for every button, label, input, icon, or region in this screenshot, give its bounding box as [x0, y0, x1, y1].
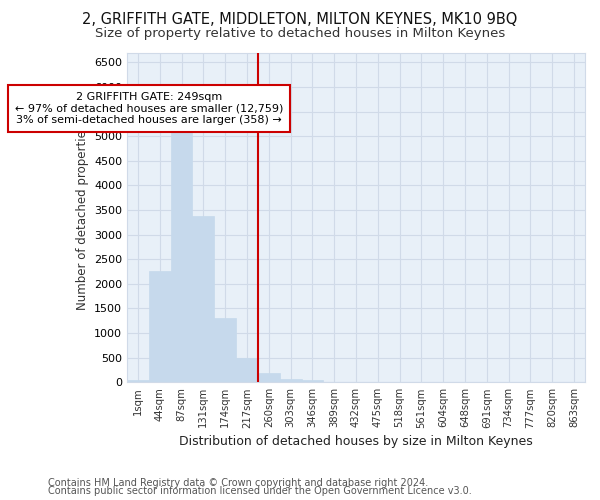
Bar	[149, 270, 170, 382]
Text: Contains HM Land Registry data © Crown copyright and database right 2024.: Contains HM Land Registry data © Crown c…	[48, 478, 428, 488]
Bar	[193, 216, 214, 382]
Y-axis label: Number of detached properties: Number of detached properties	[76, 124, 89, 310]
Text: Size of property relative to detached houses in Milton Keynes: Size of property relative to detached ho…	[95, 28, 505, 40]
Bar	[127, 380, 149, 382]
Text: Contains public sector information licensed under the Open Government Licence v3: Contains public sector information licen…	[48, 486, 472, 496]
Bar	[170, 115, 193, 382]
X-axis label: Distribution of detached houses by size in Milton Keynes: Distribution of detached houses by size …	[179, 434, 533, 448]
Text: 2 GRIFFITH GATE: 249sqm
← 97% of detached houses are smaller (12,759)
3% of semi: 2 GRIFFITH GATE: 249sqm ← 97% of detache…	[14, 92, 283, 125]
Text: 2, GRIFFITH GATE, MIDDLETON, MILTON KEYNES, MK10 9BQ: 2, GRIFFITH GATE, MIDDLETON, MILTON KEYN…	[82, 12, 518, 28]
Bar	[214, 318, 236, 382]
Bar	[258, 373, 280, 382]
Bar	[302, 380, 323, 382]
Bar	[236, 358, 258, 382]
Bar	[280, 378, 302, 382]
